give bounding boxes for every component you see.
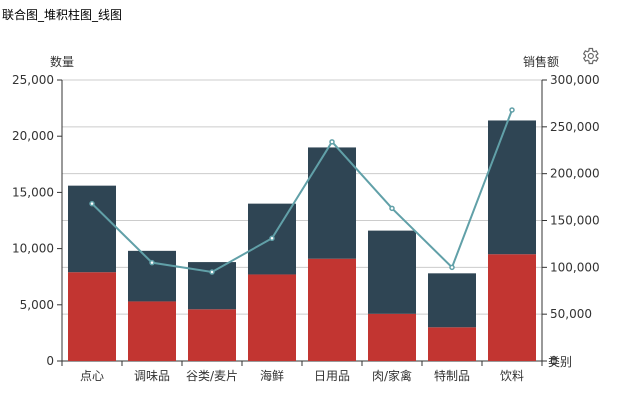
x-axis-tick-label: 日用品 [314, 369, 350, 383]
y-axis-left-tick-label: 5,000 [20, 298, 54, 312]
x-axis-tick-label: 饮料 [500, 369, 524, 383]
line-point [209, 269, 215, 275]
y-axis-right-tick-label: 300,000 [550, 73, 600, 87]
bar-1 [248, 274, 296, 361]
y-axis-right-label: 销售额 [523, 55, 560, 69]
y-axis-right-tick-label: 0 [550, 354, 558, 368]
line-point [149, 259, 155, 266]
y-axis-right-tick-label: 100,000 [550, 260, 600, 274]
y-axis-left-ticks: 0 5,000 10,000 15,000 20,000 25,000 [12, 73, 63, 368]
bar-2 [128, 250, 176, 302]
bar-1 [188, 309, 236, 361]
y-axis-right-tick-label: 150,000 [550, 214, 600, 228]
y-axis-left-label: 数量 [50, 55, 75, 69]
bar-1 [308, 258, 356, 361]
bar-series [68, 120, 536, 361]
page-title: 联合图_堆积柱图_线图 [2, 8, 123, 22]
y-axis-left-tick-label: 25,000 [12, 73, 54, 87]
y-axis-right-tick-label: 250,000 [550, 120, 600, 134]
y-axis-left-tick-label: 20,000 [12, 129, 54, 143]
bar-1 [68, 272, 116, 361]
y-axis-left-tick-label: 15,000 [12, 185, 54, 199]
bar-2 [488, 120, 536, 255]
x-axis-name: 类别 [548, 355, 572, 369]
line-point [509, 107, 515, 113]
bar-2 [68, 185, 116, 273]
bar-1 [128, 301, 176, 361]
bar-2 [428, 273, 476, 328]
line-series [89, 107, 515, 275]
line-point [269, 235, 275, 242]
line-point [449, 264, 455, 271]
x-axis-tick-label: 特制品 [434, 368, 470, 383]
line-point [89, 200, 95, 207]
bar-2 [368, 230, 416, 314]
line-point [329, 139, 335, 145]
bar-2 [308, 147, 356, 259]
x-axis: 点心 调味品 谷类/麦片 海鲜 日用品 肉/家禽 特制品 饮料 类别 [61, 355, 572, 383]
y-axis-left-tick-label: 10,000 [12, 242, 54, 256]
bar-1 [428, 327, 476, 361]
line-point [389, 205, 395, 212]
x-axis-tick-label: 点心 [80, 369, 104, 383]
y-axis-right-tick-label: 50,000 [550, 307, 592, 321]
y-axis-right-ticks: 0 50,000 100,000 150,000 200,000 250,000 300,0… [541, 73, 600, 368]
sales-line [91, 109, 513, 274]
x-axis-tick-label: 谷类/麦片 [186, 369, 238, 383]
bar-1 [368, 313, 416, 361]
x-axis-tick-label: 调味品 [134, 369, 170, 383]
bar-1 [488, 254, 536, 361]
y-axis-left-tick-label: 0 [46, 354, 54, 368]
gear-icon[interactable] [580, 46, 600, 66]
y-axis-right-tick-label: 200,000 [550, 167, 600, 181]
x-axis-tick-label: 海鲜 [260, 368, 284, 383]
x-axis-tick-label: 肉/家禽 [372, 368, 412, 383]
